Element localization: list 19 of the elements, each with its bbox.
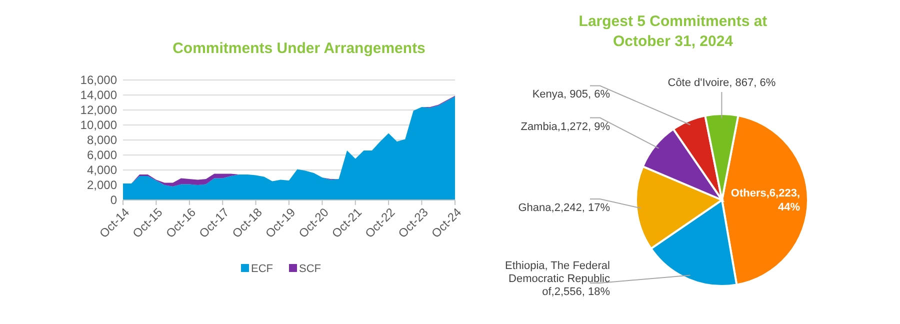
legend-label: ECF <box>251 263 274 275</box>
slice-label: Zambia,1,272, 9% <box>520 120 610 133</box>
slice-label: Côte d'Ivoire, 867, 6% <box>668 77 776 89</box>
slice-label: Others,6,223, 44% <box>730 187 800 214</box>
y-tick-label: 0 <box>110 193 118 208</box>
y-tick-label: 12,000 <box>80 103 118 118</box>
y-tick-label: 16,000 <box>80 73 118 88</box>
legend-label: SCF <box>299 263 322 275</box>
y-tick-label: 6,000 <box>86 148 118 162</box>
chart-title: Largest 5 Commitments at October 31, 2024 <box>578 13 768 50</box>
slice-label: Kenya, 905, 6% <box>532 88 610 101</box>
chart-title: Commitments Under Arrangements <box>172 40 426 57</box>
y-tick-label: 8,000 <box>86 133 118 148</box>
y-tick-label: 4,000 <box>86 163 118 178</box>
y-tick-label: 14,000 <box>80 88 118 102</box>
slice-label: Ghana,2,242, 17% <box>518 202 610 214</box>
y-tick-label: 2,000 <box>86 178 118 192</box>
y-tick-label: 10,000 <box>80 118 118 132</box>
slice-label: Ethiopia, The Federal Democratic Republic of,2,556, 18% <box>505 260 610 298</box>
